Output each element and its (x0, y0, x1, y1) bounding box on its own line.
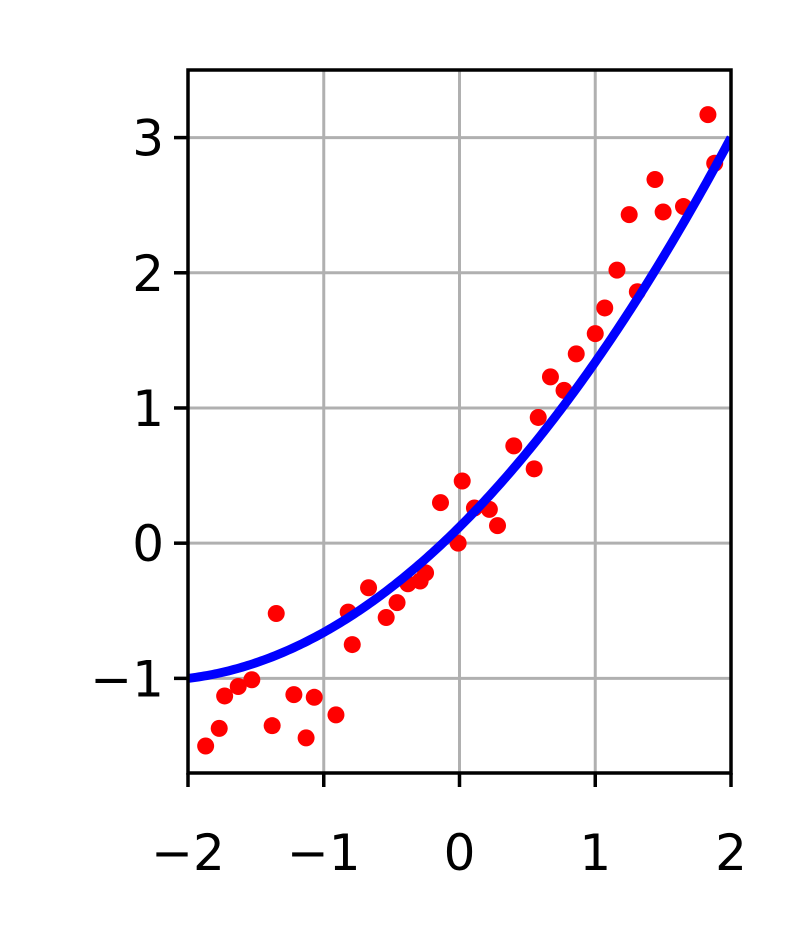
data-point (620, 206, 638, 224)
ticks: −2 −1 0 1 2 −1 0 1 2 3 (90, 110, 747, 882)
data-point (327, 706, 345, 724)
data-point (377, 609, 395, 627)
y-tick-label: 2 (132, 245, 164, 303)
data-point (699, 106, 717, 124)
data-point (197, 737, 215, 755)
data-point (431, 494, 449, 512)
y-tick-label: 0 (132, 515, 164, 573)
x-tick-label: −2 (151, 824, 225, 882)
data-point (525, 460, 543, 478)
data-point (388, 594, 406, 612)
x-tick-label: 2 (715, 824, 747, 882)
plot-area (188, 106, 731, 755)
x-tick-label: −1 (287, 824, 361, 882)
data-point (489, 517, 507, 535)
data-point (297, 729, 315, 747)
data-point (453, 472, 471, 490)
y-tick-label: 3 (132, 110, 164, 168)
data-point (343, 636, 361, 654)
y-tick-label: 1 (132, 380, 164, 438)
data-point (285, 686, 303, 704)
data-point (216, 687, 234, 705)
data-point (229, 677, 247, 695)
data-point (529, 408, 547, 426)
data-point (263, 717, 281, 735)
data-point (267, 604, 285, 622)
data-point (505, 437, 523, 455)
data-point (608, 261, 626, 279)
data-point (210, 719, 228, 737)
data-point (360, 579, 378, 597)
fit-line (188, 135, 731, 683)
x-tick-label: 1 (579, 824, 611, 882)
data-point (646, 171, 664, 189)
y-tick-label: −1 (90, 650, 164, 708)
data-point (243, 671, 261, 689)
data-point (305, 688, 323, 706)
x-tick-label: 0 (444, 824, 476, 882)
data-point (586, 325, 604, 343)
data-point (449, 534, 467, 552)
data-point (654, 203, 672, 221)
data-point (417, 564, 435, 582)
data-point (541, 368, 559, 386)
data-point (596, 299, 614, 317)
data-point (567, 345, 585, 363)
